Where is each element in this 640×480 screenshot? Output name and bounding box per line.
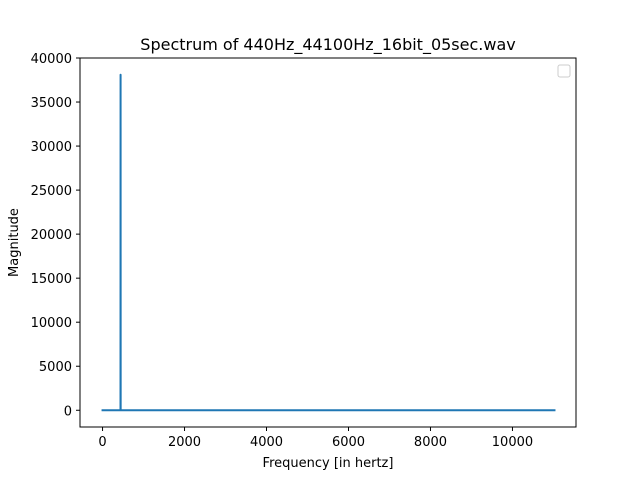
y-tick-label: 0 bbox=[64, 404, 72, 419]
y-tick-label: 20000 bbox=[31, 228, 72, 243]
y-tick-label: 35000 bbox=[31, 96, 72, 111]
x-tick-label: 6000 bbox=[332, 435, 365, 450]
plot-area bbox=[79, 57, 577, 428]
legend-box bbox=[557, 64, 571, 78]
x-tick-label: 10000 bbox=[492, 435, 533, 450]
x-axis: 0 2000 4000 6000 8000 10000 bbox=[98, 427, 533, 450]
y-tick-label: 10000 bbox=[31, 316, 72, 331]
x-tick-label: 2000 bbox=[168, 435, 201, 450]
y-tick-label: 40000 bbox=[31, 52, 72, 67]
x-axis-label: Frequency [in hertz] bbox=[263, 456, 394, 471]
x-tick-label: 4000 bbox=[250, 435, 283, 450]
y-axis-label: Magnitude bbox=[7, 208, 22, 277]
plot-frame bbox=[79, 57, 577, 428]
y-axis: 0 5000 10000 15000 20000 25000 30000 35000 40000 bbox=[31, 52, 80, 419]
y-tick-label: 15000 bbox=[31, 272, 72, 287]
chart-title: Spectrum of 440Hz_44100Hz_16bit_05sec.wa… bbox=[140, 35, 515, 55]
series-layer bbox=[101, 73, 556, 412]
x-tick-label: 8000 bbox=[414, 435, 447, 450]
y-tick-label: 30000 bbox=[31, 140, 72, 155]
x-tick-label: 0 bbox=[98, 435, 106, 450]
series-line-0 bbox=[101, 73, 556, 412]
y-tick-label: 5000 bbox=[39, 360, 72, 375]
y-tick-label: 25000 bbox=[31, 184, 72, 199]
